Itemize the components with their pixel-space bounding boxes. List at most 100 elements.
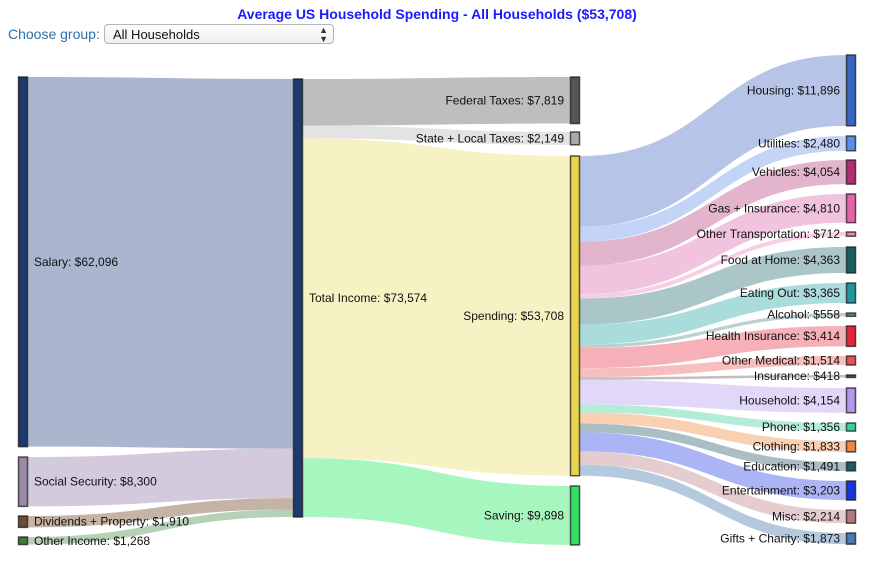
link-spending-alcohol <box>580 313 846 348</box>
label-name: Spending <box>463 309 514 323</box>
label-name: Insurance <box>754 369 807 383</box>
link-spending-vehicles <box>580 160 846 266</box>
node-total <box>292 78 304 518</box>
label-name: Clothing <box>753 439 797 453</box>
label-education: Education: $1,491 <box>743 459 840 473</box>
label-salary: Salary: $62,096 <box>34 255 118 269</box>
node-household <box>845 387 857 414</box>
label-other_med: Other Medical: $1,514 <box>722 354 840 368</box>
link-total-fed <box>303 77 570 126</box>
label-value: : $3,414 <box>797 329 841 343</box>
label-gas: Gas + Insurance: $4,810 <box>708 201 840 215</box>
link-other_inc-total <box>28 509 293 545</box>
link-spending-gifts <box>580 464 846 545</box>
label-value: : $558 <box>807 308 841 322</box>
label-fed: Federal Taxes: $7,819 <box>445 93 564 107</box>
link-spending-other_transp <box>580 232 846 299</box>
label-name: Eating Out <box>740 286 797 300</box>
link-spending-utilities <box>580 136 846 242</box>
label-value: : $1,356 <box>797 420 841 434</box>
chart-title: Average US Household Spending - All Hous… <box>237 6 637 22</box>
node-other_med <box>845 355 857 366</box>
label-name: Vehicles <box>752 165 797 179</box>
label-name: Phone <box>762 420 797 434</box>
link-ss-total <box>28 448 293 507</box>
select-arrows-icon: ▲ ▼ <box>319 25 328 44</box>
label-value: : $73,574 <box>377 291 427 305</box>
label-ss: Social Security: $8,300 <box>34 475 157 489</box>
label-name: Gas + Insurance <box>708 201 797 215</box>
node-saving <box>569 485 581 546</box>
label-value: : $4,363 <box>797 253 841 267</box>
labels-layer: Salary: $62,096 Social Security: $8,300 Di… <box>34 83 840 547</box>
node-gifts <box>845 532 857 545</box>
node-eating_out <box>845 282 857 304</box>
node-fed <box>569 76 581 125</box>
label-value: : $1,491 <box>797 459 841 473</box>
link-spending-food_home <box>580 247 846 325</box>
label-insurance: Insurance: $418 <box>754 369 840 383</box>
label-value: : $2,149 <box>521 131 565 145</box>
label-gifts: Gifts + Charity: $1,873 <box>720 532 840 546</box>
nodes-layer <box>17 54 857 546</box>
node-housing <box>845 54 857 127</box>
link-spending-housing <box>580 55 846 227</box>
link-spending-eating_out <box>580 283 846 345</box>
label-name: Alcohol <box>767 308 806 322</box>
node-insurance <box>845 374 857 379</box>
link-div-total <box>28 498 293 528</box>
label-food_home: Food at Home: $4,363 <box>721 253 841 267</box>
label-value: : $4,810 <box>797 201 841 215</box>
node-spending <box>569 155 581 477</box>
label-name: Entertainment <box>722 484 797 498</box>
label-name: Salary <box>34 255 68 269</box>
label-name: Federal Taxes <box>445 93 520 107</box>
label-value: : $1,833 <box>797 439 841 453</box>
label-spending: Spending: $53,708 <box>463 309 564 323</box>
link-spending-clothing <box>580 412 846 452</box>
node-food_home <box>845 246 857 274</box>
node-ss <box>17 456 29 508</box>
label-housing: Housing: $11,896 <box>747 83 841 97</box>
label-saving: Saving: $9,898 <box>484 508 564 522</box>
label-value: : $9,898 <box>521 508 565 522</box>
group-select[interactable]: All Households ▲ ▼ <box>104 24 334 44</box>
label-name: Utilities <box>758 136 797 150</box>
label-other_transp: Other Transportation: $712 <box>697 227 841 241</box>
label-value: : $4,154 <box>797 393 841 407</box>
label-value: : $7,819 <box>521 93 565 107</box>
link-spending-phone <box>580 404 846 432</box>
label-state: State + Local Taxes: $2,149 <box>416 131 565 145</box>
link-spending-other_med <box>580 356 846 378</box>
node-state <box>569 131 581 146</box>
label-clothing: Clothing: $1,833 <box>753 439 841 453</box>
label-phone: Phone: $1,356 <box>762 420 840 434</box>
link-spending-insurance <box>580 375 846 380</box>
node-salary <box>17 76 29 448</box>
label-value: : $62,096 <box>68 255 118 269</box>
node-health_ins <box>845 325 857 348</box>
label-value: : $8,300 <box>113 475 157 489</box>
label-value: : $3,203 <box>797 484 841 498</box>
label-name: Gifts + Charity <box>720 532 796 546</box>
label-name: Education <box>743 459 796 473</box>
label-value: : $418 <box>807 369 841 383</box>
label-value: : $11,896 <box>791 83 840 97</box>
link-salary-total <box>28 77 293 449</box>
label-name: State + Local Taxes <box>416 131 521 145</box>
label-alcohol: Alcohol: $558 <box>767 308 840 322</box>
node-phone <box>845 422 857 432</box>
label-name: Other Medical <box>722 354 797 368</box>
label-entertainment: Entertainment: $3,203 <box>722 484 840 498</box>
label-name: Total Income <box>309 291 377 305</box>
label-health_ins: Health Insurance: $3,414 <box>706 329 840 343</box>
node-utilities <box>845 135 857 152</box>
label-value: : $1,268 <box>107 534 151 548</box>
label-name: Household <box>739 393 796 407</box>
group-select-value: All Households <box>113 27 200 42</box>
node-other_transp <box>845 231 857 237</box>
label-value: : $1,910 <box>146 515 190 529</box>
label-value: : $4,054 <box>797 165 841 179</box>
node-other_inc <box>17 536 29 546</box>
